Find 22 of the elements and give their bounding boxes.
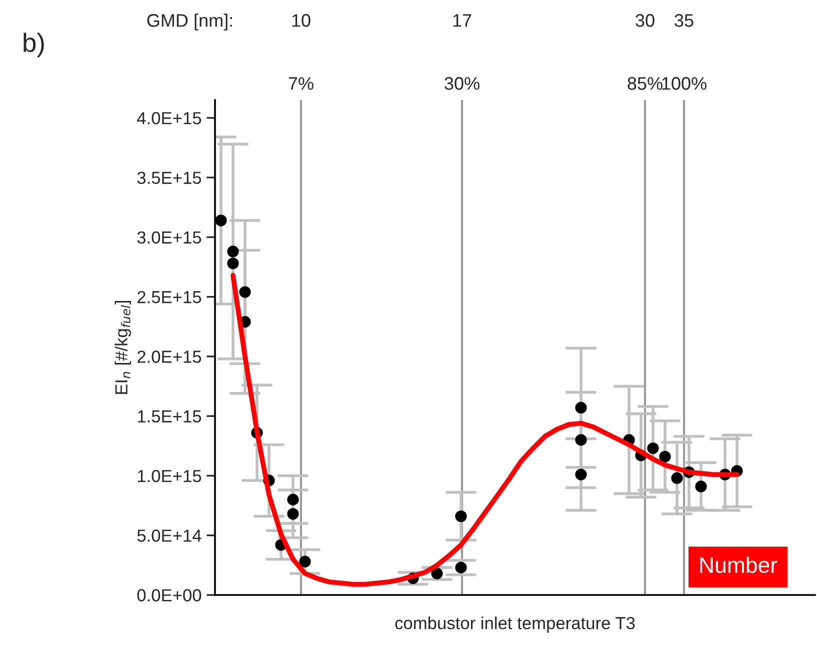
y-tick-label: 3.5E+15 — [137, 172, 202, 184]
y-tick-label: 4.0E+15 — [137, 112, 202, 124]
y-tick-label: 2.0E+15 — [138, 350, 202, 363]
text: 35 — [674, 14, 694, 27]
text: 100% — [662, 77, 706, 90]
text: 7% — [288, 77, 314, 90]
text: 17 — [453, 14, 472, 27]
annotation: Number — [700, 556, 778, 573]
text: 85% — [628, 77, 662, 90]
text: 30 — [636, 14, 654, 27]
y-axis-title: EI$_{n}$ [#/kg$_{fuel}$] — [114, 301, 131, 394]
y-tick-label: 1.0E+15 — [138, 470, 202, 482]
y-tick-label: 0.0E+00 — [137, 589, 202, 602]
y-tick-label: 1.5E+15 — [138, 410, 202, 423]
text: GMD [nm]: — [147, 14, 232, 30]
text: b) — [24, 32, 44, 58]
text: 30% — [444, 77, 480, 90]
y-tick-label: 3.0E+15 — [137, 231, 202, 244]
y-tick-label: 2.5E+15 — [138, 290, 202, 304]
y-tick-label: 5.0E+14 — [137, 530, 202, 542]
x-axis-title: combustor inlet temperature T3 — [395, 616, 635, 633]
text: 10 — [292, 14, 310, 27]
